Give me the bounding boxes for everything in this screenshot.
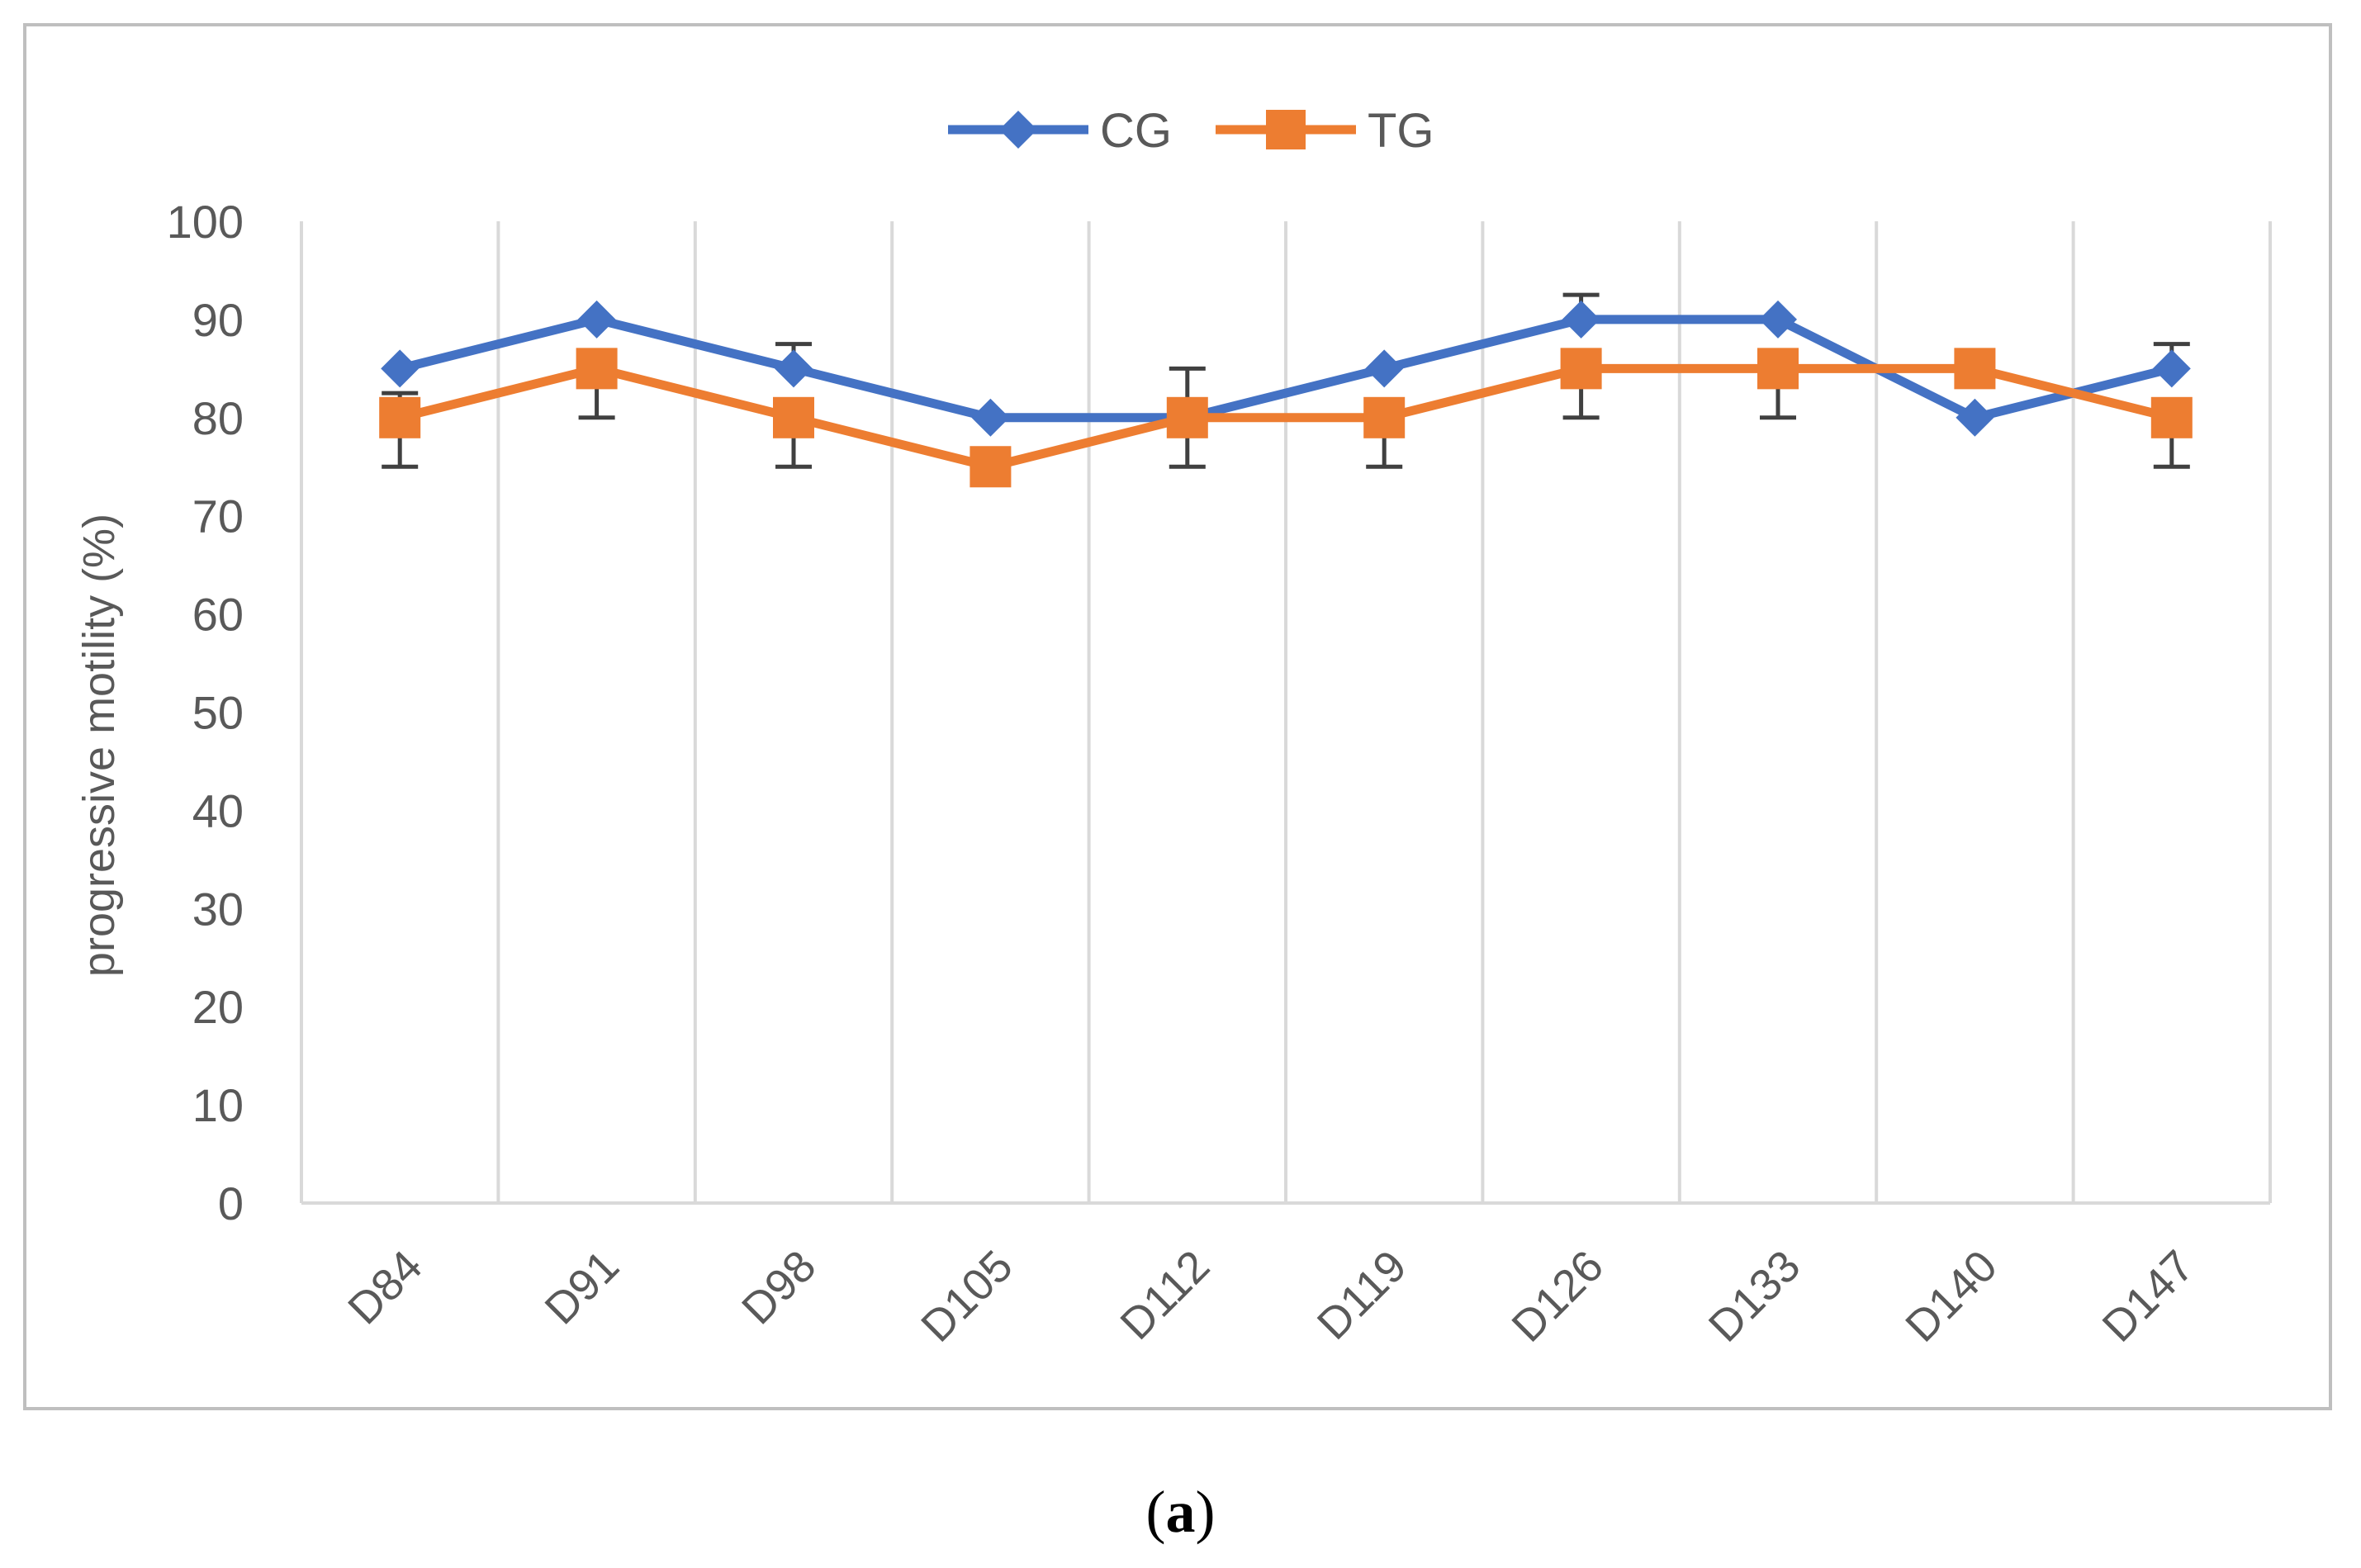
data-point-tg: [2150, 396, 2193, 438]
x-tick-label: D98: [732, 1241, 825, 1334]
y-axis-title: progressive motility (%): [74, 514, 124, 977]
x-tick-label: D112: [1111, 1241, 1219, 1349]
y-tick-label: 30: [192, 883, 244, 935]
data-point-cg: [1956, 398, 1994, 437]
data-point-tg: [1560, 348, 1602, 390]
legend-label-tg: TG: [1368, 104, 1434, 158]
data-point-cg: [577, 300, 616, 339]
data-point-tg: [1757, 348, 1799, 390]
data-point-cg: [1759, 300, 1797, 339]
data-point-tg: [576, 348, 618, 390]
y-tick-label: 50: [192, 687, 244, 739]
y-tick-label: 40: [192, 784, 244, 836]
caption-label: a: [1165, 1479, 1196, 1545]
x-tick-label: D147: [2093, 1241, 2204, 1352]
data-point-tg: [379, 396, 421, 438]
x-tick-label: D105: [912, 1241, 1022, 1352]
legend-marker-cg: [999, 111, 1037, 149]
data-point-tg: [970, 446, 1012, 488]
y-tick-label: 100: [167, 196, 244, 248]
legend: CG TG: [948, 104, 1434, 158]
x-tick-label: D140: [1896, 1241, 2007, 1352]
x-tick-label: D84: [339, 1241, 431, 1334]
data-point-cg: [775, 349, 813, 388]
legend-marker-tg: [1266, 110, 1306, 149]
y-tick-label: 0: [218, 1177, 244, 1229]
figure-caption: (a): [0, 1478, 2361, 1547]
data-point-cg: [2152, 349, 2191, 388]
data-point-tg: [773, 396, 814, 438]
series-layer: [379, 300, 2193, 488]
y-tick-label: 90: [192, 294, 244, 346]
y-tick-label: 10: [192, 1079, 244, 1131]
caption-close: ): [1195, 1479, 1216, 1545]
caption-open: (: [1145, 1479, 1166, 1545]
x-tick-label: D119: [1308, 1241, 1416, 1349]
data-point-cg: [381, 349, 420, 388]
series-line-tg: [398, 363, 2174, 471]
x-tick-label: D133: [1700, 1241, 1810, 1352]
data-point-cg: [1562, 300, 1600, 339]
data-point-cg: [971, 398, 1010, 437]
y-tick-label: 80: [192, 392, 244, 444]
y-tick-label: 60: [192, 589, 244, 641]
data-point-tg: [1166, 396, 1208, 438]
data-point-cg: [1365, 349, 1404, 388]
x-tick-label: D91: [536, 1241, 628, 1334]
legend-label-cg: CG: [1100, 104, 1172, 158]
x-tick-label: D126: [1502, 1241, 1613, 1352]
data-point-tg: [1954, 348, 1996, 390]
y-tick-label: 70: [192, 490, 244, 542]
gridlines: [300, 221, 2272, 1203]
y-tick-label: 20: [192, 981, 244, 1033]
data-point-tg: [1363, 396, 1406, 438]
chart-frame: [23, 23, 2332, 1410]
